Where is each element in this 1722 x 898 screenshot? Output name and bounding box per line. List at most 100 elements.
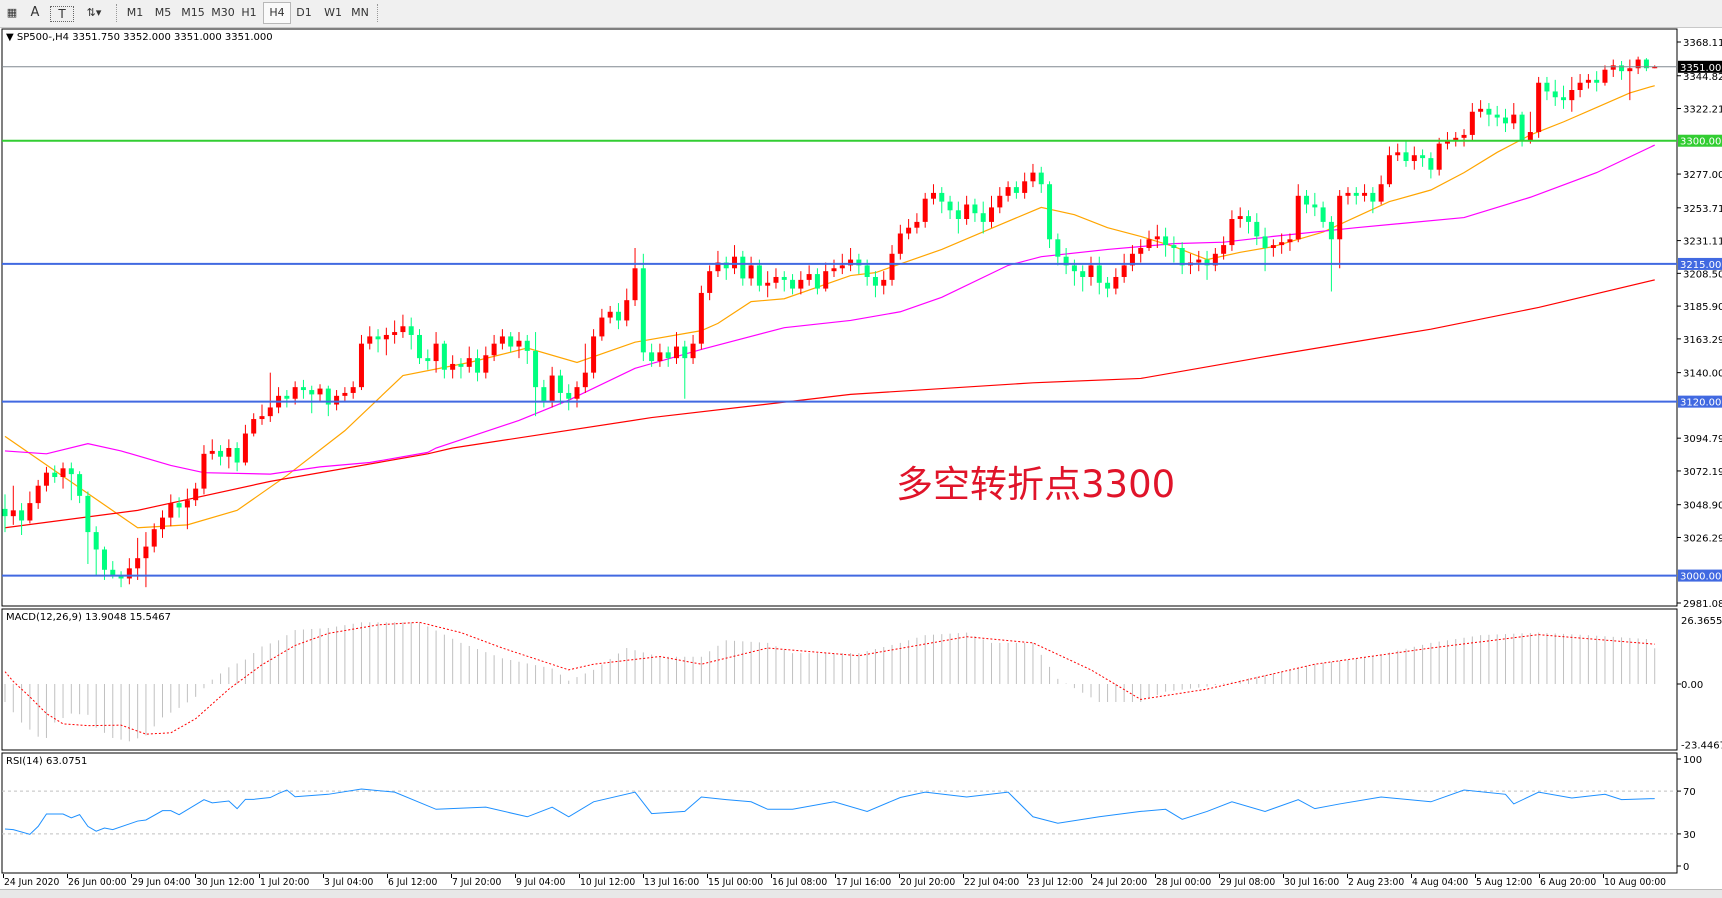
level-price-label: 3120.000 — [1680, 398, 1722, 409]
timeframe-m1[interactable]: M1 — [126, 6, 144, 19]
candle — [433, 332, 439, 373]
candle — [267, 372, 273, 422]
candle — [541, 379, 547, 408]
annotation-text[interactable]: 多空转折点3300 — [896, 463, 1176, 506]
price-tick-label: 3277.005 — [1683, 170, 1722, 181]
timeframe-mn[interactable]: MN — [351, 6, 369, 19]
text-label-icon[interactable]: A — [30, 5, 40, 20]
candle-body — [93, 532, 99, 550]
candle-body — [1312, 204, 1318, 208]
candle-body — [1362, 192, 1368, 196]
candle-body — [1544, 82, 1550, 92]
candle — [1237, 207, 1243, 228]
candle — [1063, 247, 1069, 275]
timeframe-h4[interactable]: H4 — [263, 2, 291, 24]
candle — [732, 245, 738, 275]
time-tick — [771, 874, 772, 878]
arrows-icon[interactable]: ⇅▾ — [86, 6, 102, 19]
candle-body — [864, 265, 870, 277]
candle — [259, 404, 265, 425]
candle — [1577, 74, 1583, 98]
candle — [906, 219, 912, 240]
candle — [441, 340, 447, 379]
candle — [1453, 132, 1459, 147]
candle — [77, 471, 83, 504]
candle — [914, 213, 920, 234]
candle-body — [1237, 216, 1243, 220]
time-tick — [1347, 874, 1348, 878]
timeframe-w1[interactable]: W1 — [324, 6, 342, 19]
candle-body — [972, 204, 978, 214]
candle-body — [68, 468, 74, 475]
candle-body — [143, 546, 149, 559]
collapse-triangle-icon[interactable]: ▼ — [6, 32, 14, 43]
candle — [881, 271, 887, 295]
candle — [1461, 129, 1467, 147]
candle-body — [35, 485, 41, 504]
candle — [1420, 149, 1426, 167]
candle-body — [259, 416, 265, 420]
candle-body — [375, 336, 381, 340]
candle-body — [27, 503, 33, 521]
time-tick — [387, 874, 388, 878]
candle-body — [1469, 111, 1475, 135]
candle-body — [1129, 253, 1135, 266]
candle — [193, 482, 199, 507]
timeframe-h1[interactable]: H1 — [241, 6, 257, 19]
candle — [450, 355, 456, 379]
level-price-label: 3215.000 — [1680, 260, 1722, 271]
candle-body — [77, 474, 83, 496]
timeframe-d1[interactable]: D1 — [296, 6, 312, 19]
candle — [1129, 245, 1135, 272]
candle — [218, 445, 224, 466]
candle — [499, 329, 505, 350]
candle-body — [417, 334, 422, 359]
candle-body — [1403, 152, 1409, 162]
candle — [483, 346, 489, 379]
candle — [1204, 250, 1210, 280]
candle-body — [118, 575, 124, 579]
time-tick — [899, 874, 900, 878]
timeframe-m5[interactable]: M5 — [154, 6, 172, 19]
candle — [1594, 71, 1600, 92]
ohlc-readout: 3351.750 3352.000 3351.000 3351.000 — [72, 32, 273, 43]
candle — [1270, 239, 1276, 257]
candle-body — [922, 198, 928, 222]
candle — [1105, 276, 1111, 298]
candle — [1544, 76, 1550, 101]
candle-body — [1071, 265, 1077, 272]
timeframe-m15[interactable]: M15 — [181, 6, 205, 19]
candle-body — [392, 332, 398, 335]
candle — [300, 379, 306, 399]
candle — [160, 510, 166, 538]
candle — [790, 274, 796, 295]
price-tick-label: 3344.820 — [1683, 72, 1722, 83]
time-tick-label: 1 Jul 20:00 — [260, 877, 310, 888]
candle-body — [1146, 239, 1152, 248]
candle-body — [740, 256, 746, 279]
time-tick-label: 10 Aug 00:00 — [1604, 877, 1667, 888]
candle — [872, 271, 878, 298]
candle-body — [690, 343, 696, 359]
candle-body — [1022, 181, 1028, 193]
time-tick-label: 22 Jul 04:00 — [964, 877, 1020, 888]
candle-body — [748, 265, 754, 279]
candle-body — [839, 265, 845, 269]
toolbar-separator — [377, 4, 380, 22]
candle-body — [798, 279, 804, 289]
candle-body — [52, 472, 58, 478]
candle-body — [1353, 192, 1359, 196]
rsi-line — [4, 788, 1655, 835]
candle — [1005, 181, 1011, 202]
timeframe-m30[interactable]: M30 — [211, 6, 235, 19]
candle-body — [955, 210, 961, 220]
candle — [632, 247, 638, 306]
time-tick — [131, 874, 132, 878]
candle — [566, 384, 572, 411]
candle-body — [665, 352, 671, 359]
period-separators-icon[interactable]: ▦ — [6, 6, 18, 19]
time-tick — [1091, 874, 1092, 878]
price-tick-label: 3231.110 — [1683, 237, 1722, 248]
text-box-icon[interactable]: T — [50, 6, 74, 22]
